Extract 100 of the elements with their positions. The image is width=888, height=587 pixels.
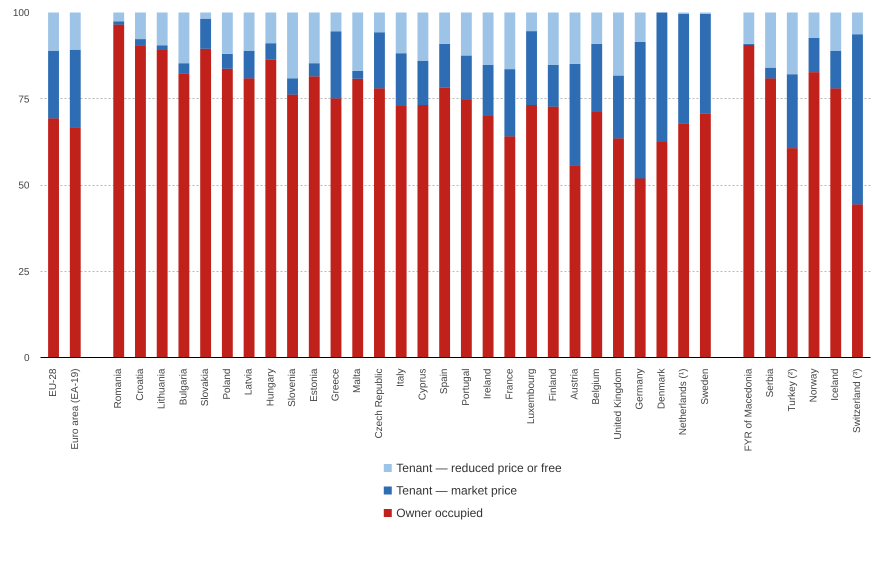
x-tick-label: France xyxy=(504,368,516,400)
legend-label: Tenant — market price xyxy=(396,484,518,498)
x-tick-label: Malta xyxy=(352,368,364,393)
bar xyxy=(308,12,320,64)
bar xyxy=(570,64,580,166)
bar xyxy=(70,127,81,358)
x-tick-label: EU-28 xyxy=(48,368,60,397)
x-tick-label: Norway xyxy=(808,368,820,402)
bar xyxy=(634,42,646,178)
bar xyxy=(374,88,385,358)
bar xyxy=(113,12,124,22)
bar xyxy=(417,104,428,358)
bar xyxy=(678,14,690,124)
x-tick-label: Austria xyxy=(570,368,581,400)
x-tick-label: Turkey (²) xyxy=(786,368,798,412)
bar xyxy=(308,63,320,76)
x-tick-label: Switzerland (³) xyxy=(852,368,863,433)
bar xyxy=(265,60,276,358)
bar xyxy=(244,12,255,51)
bar xyxy=(200,48,212,358)
bar xyxy=(417,12,428,61)
bar xyxy=(678,124,690,358)
bar xyxy=(830,12,842,51)
bar xyxy=(135,12,146,40)
bar xyxy=(482,64,494,116)
bar xyxy=(548,106,559,358)
bar xyxy=(613,138,624,358)
bar xyxy=(808,12,820,38)
x-tick-label: Latvia xyxy=(244,368,255,396)
bar xyxy=(526,104,537,358)
x-tick-label: Estonia xyxy=(308,368,320,402)
y-tick-label: 75 xyxy=(18,94,30,106)
bar xyxy=(265,12,276,44)
bar xyxy=(48,12,59,51)
bar xyxy=(765,78,776,358)
bar xyxy=(374,12,385,33)
bar xyxy=(265,43,276,60)
bar xyxy=(570,165,580,358)
bar xyxy=(634,12,646,42)
bar xyxy=(504,69,516,136)
bar xyxy=(765,12,776,68)
legend-label: Owner occupied xyxy=(396,506,483,520)
bar xyxy=(613,76,624,138)
bar xyxy=(70,12,81,50)
bar xyxy=(352,12,364,71)
bar xyxy=(48,118,59,358)
bar xyxy=(591,44,602,112)
bar xyxy=(113,21,124,25)
bar xyxy=(178,63,190,74)
bar xyxy=(808,72,820,358)
x-tick-label: Slovakia xyxy=(200,368,212,406)
bar xyxy=(396,53,407,106)
y-tick-label: 0 xyxy=(24,353,30,364)
bar xyxy=(330,31,342,98)
bar xyxy=(830,88,842,358)
bar xyxy=(743,44,754,358)
bar xyxy=(439,88,450,358)
bar xyxy=(244,50,255,78)
legend-label: Tenant — reduced price or free xyxy=(396,461,562,475)
y-tick-label: 50 xyxy=(18,180,30,192)
bar xyxy=(700,14,711,114)
bar xyxy=(743,12,754,44)
x-tick-label: Sweden xyxy=(700,368,711,405)
bar xyxy=(417,60,428,105)
bar xyxy=(786,74,798,148)
bar xyxy=(200,18,212,49)
bar xyxy=(135,39,146,46)
x-tick-label: Cyprus xyxy=(417,368,428,400)
bar xyxy=(178,74,190,358)
x-tick-label: Czech Republic xyxy=(374,368,385,439)
bar xyxy=(308,76,320,358)
x-tick-label: Euro area (EA-19) xyxy=(70,368,81,450)
x-tick-label: Serbia xyxy=(765,368,776,398)
x-tick-label: Hungary xyxy=(265,368,276,406)
bar xyxy=(591,111,602,358)
y-tick-label: 25 xyxy=(18,266,30,278)
bar xyxy=(852,204,863,358)
bar xyxy=(156,12,168,46)
x-tick-label: Croatia xyxy=(134,368,146,401)
bar xyxy=(591,12,602,44)
bar xyxy=(526,31,537,105)
bar xyxy=(374,32,385,88)
bar xyxy=(396,106,407,358)
bar xyxy=(396,12,407,54)
x-tick-label: Germany xyxy=(634,368,646,410)
y-tick-label: 100 xyxy=(12,8,30,19)
bar xyxy=(460,99,472,358)
bar xyxy=(613,12,624,76)
bar xyxy=(460,56,472,100)
x-tick-label: Bulgaria xyxy=(178,368,190,406)
bar xyxy=(570,12,580,64)
x-tick-label: Romania xyxy=(113,368,124,409)
x-tick-label: Italy xyxy=(396,368,407,387)
bar xyxy=(178,12,190,64)
bar xyxy=(287,12,298,78)
bar xyxy=(222,54,233,69)
x-tick-label: Netherlands (¹) xyxy=(678,368,690,436)
bar xyxy=(852,34,863,204)
bar xyxy=(352,78,364,358)
bar xyxy=(439,44,450,88)
